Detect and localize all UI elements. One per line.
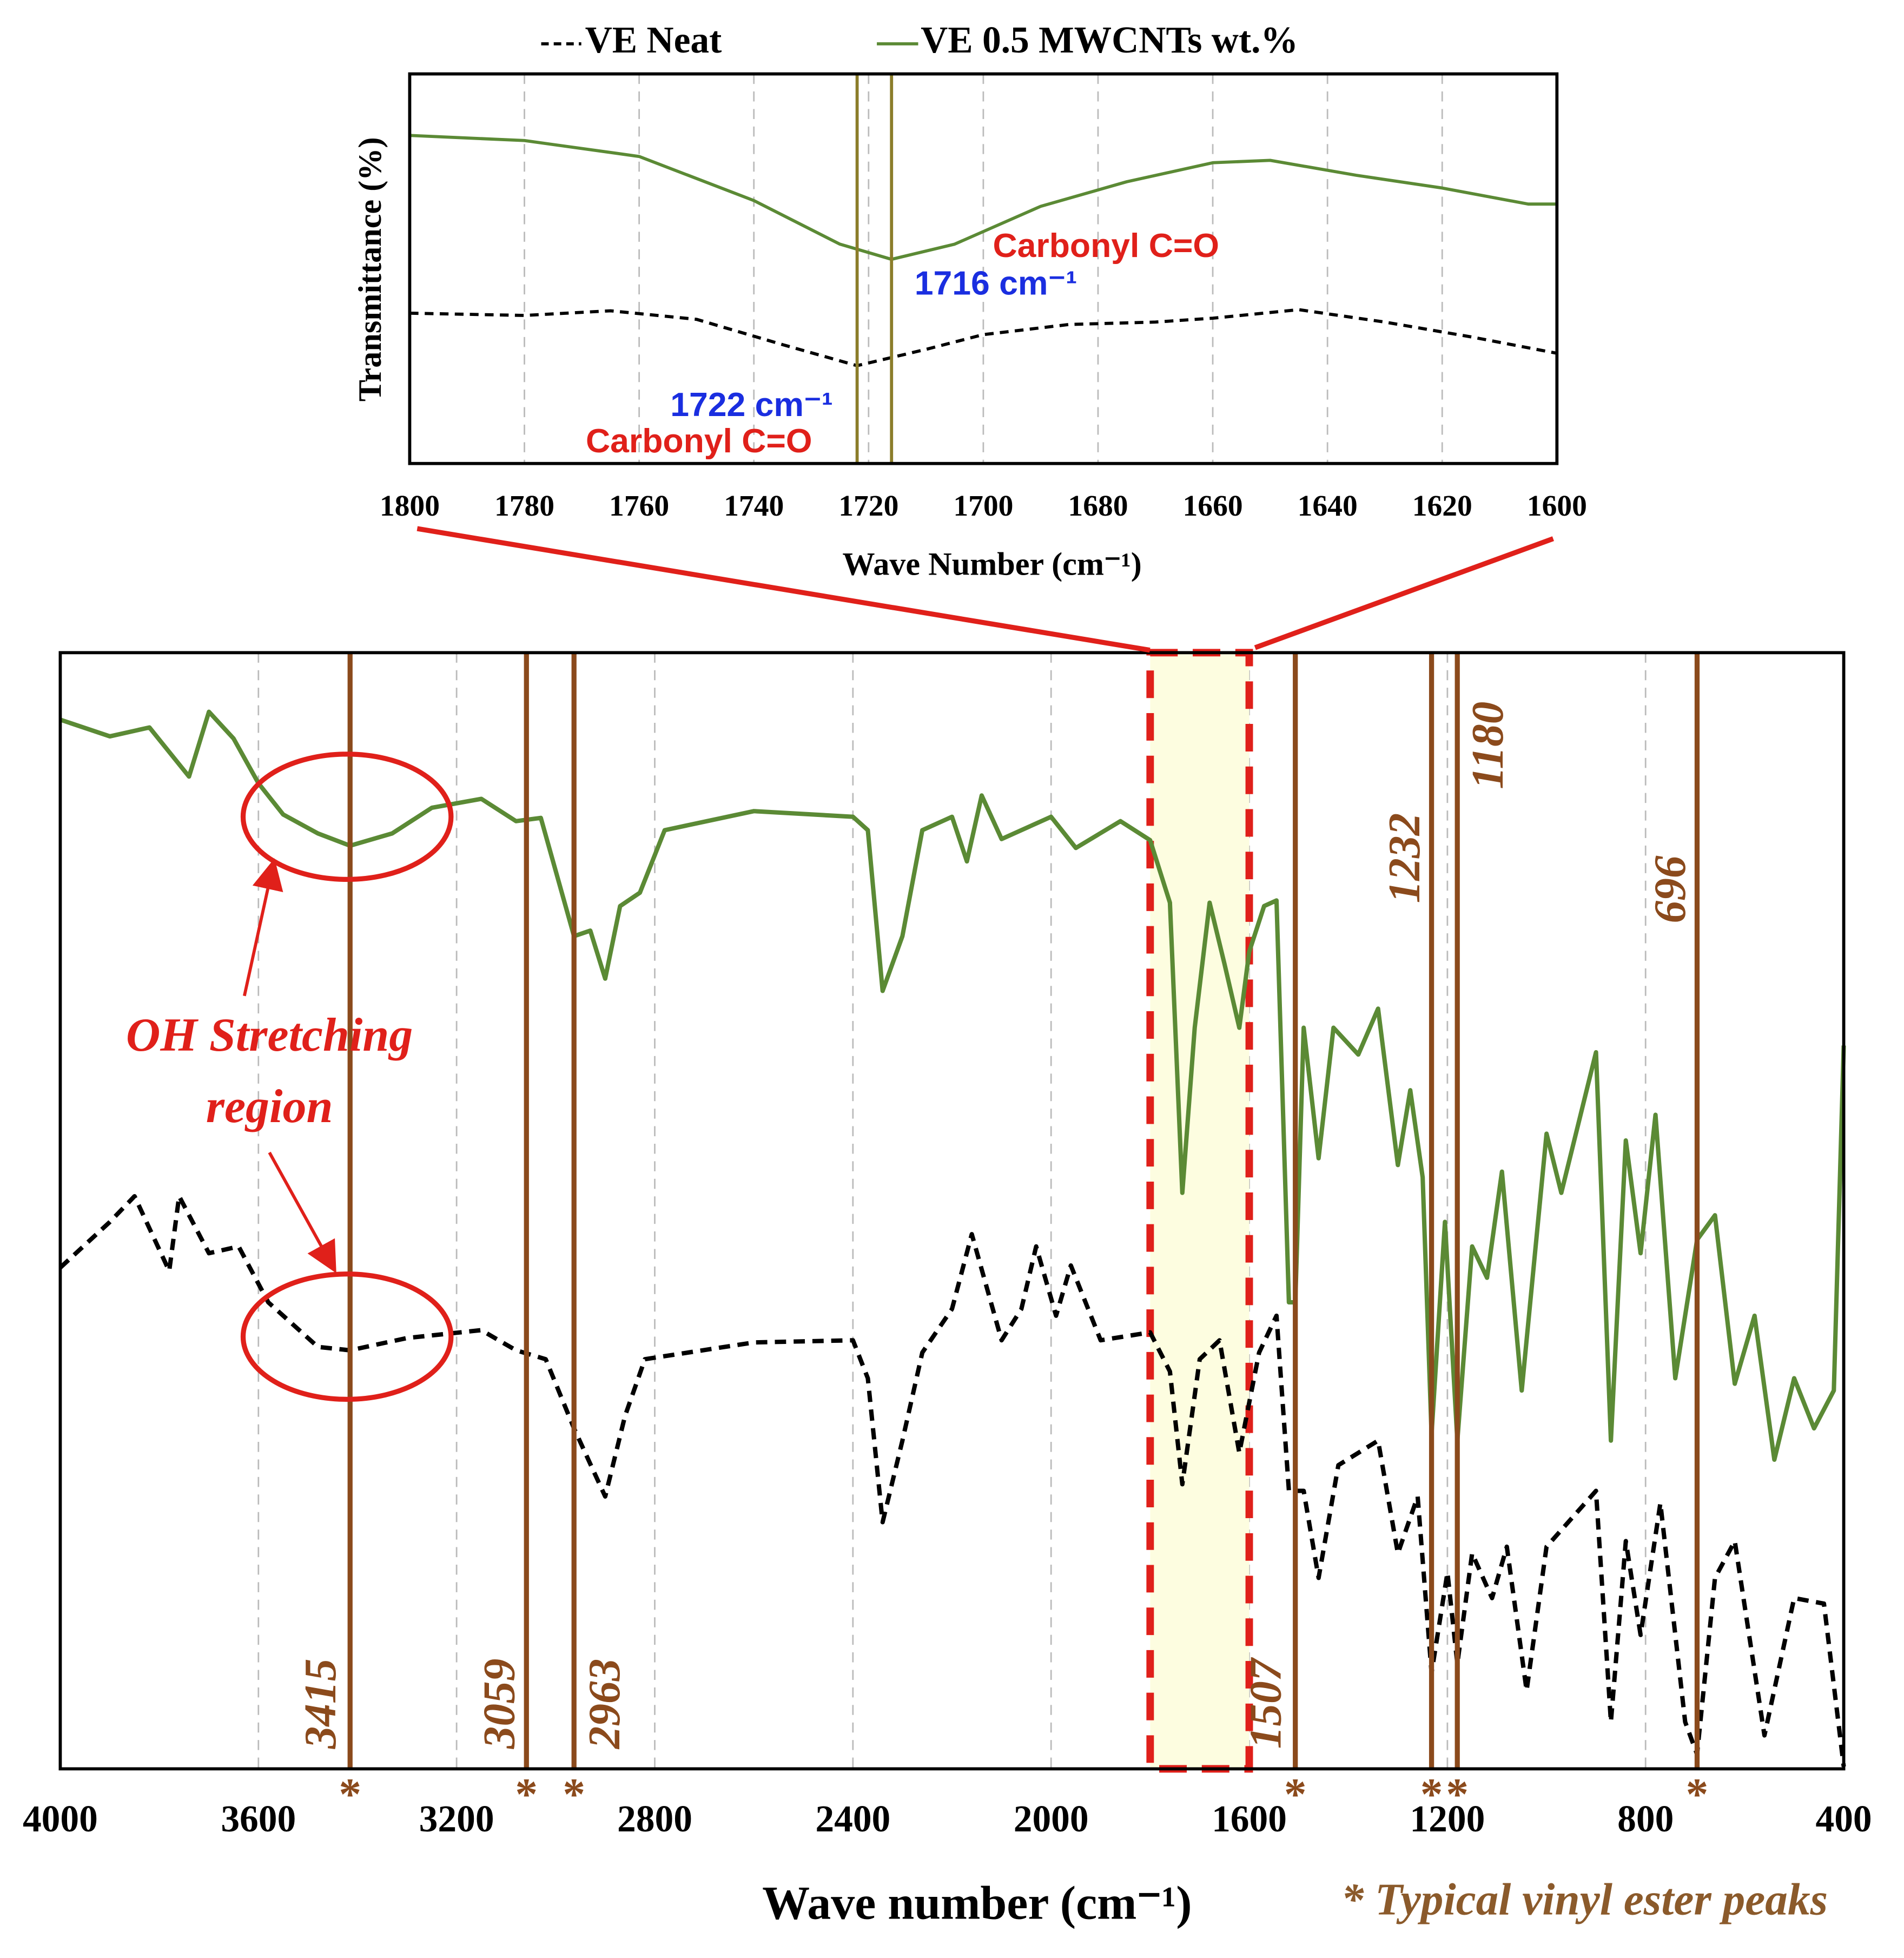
peak-label: 3059: [475, 1659, 525, 1750]
x-tick-label: 1620: [1412, 489, 1472, 523]
annotation: 1716 cm⁻¹: [915, 264, 1077, 302]
oh-ellipse: [240, 1271, 454, 1402]
arrow: [268, 1151, 336, 1274]
x-tick-label: 1800: [380, 489, 440, 523]
series-line: [60, 709, 1846, 1462]
oh-ellipse: [240, 751, 454, 882]
peak-label: 696: [1645, 855, 1695, 923]
x-tick-label: 2000: [1014, 1798, 1089, 1840]
peak-asterisk: *: [563, 1770, 585, 1819]
x-tick-label: 800: [1617, 1798, 1674, 1840]
x-tick-label: 2800: [617, 1798, 692, 1840]
x-tick-label: 1640: [1298, 489, 1358, 523]
series-line: [409, 308, 1557, 367]
legend-label: VE 0.5 MWCNTs wt.%: [921, 19, 1298, 61]
x-axis-label: Wave Number (cm⁻¹): [842, 546, 1142, 583]
peak-label: 2963: [580, 1659, 630, 1750]
x-tick-label: 1760: [609, 489, 669, 523]
legend-label: VE Neat: [585, 19, 722, 61]
annotation: region: [206, 1080, 333, 1133]
x-tick-label: 1700: [953, 489, 1013, 523]
annotation: 1722 cm⁻¹: [670, 386, 833, 424]
peak-label: 1180: [1463, 702, 1513, 789]
peak-asterisk: *: [1284, 1770, 1307, 1819]
series-line: [409, 134, 1557, 261]
plot-frame: [408, 72, 1559, 465]
x-tick-label: 3600: [221, 1798, 296, 1840]
peak-label: 1507: [1241, 1657, 1291, 1749]
x-tick-label: 1600: [1212, 1798, 1287, 1840]
zoom-line: [1254, 536, 1554, 650]
highlight-region: [1146, 649, 1253, 1773]
peak-asterisk: *: [1446, 1770, 1469, 1819]
plot-frame: [58, 651, 1846, 1771]
x-tick-label: 4000: [23, 1798, 98, 1840]
x-tick-label: 2400: [815, 1798, 890, 1840]
peak-asterisk: *: [1686, 1770, 1709, 1819]
peak-asterisk: *: [1420, 1770, 1443, 1819]
peak-asterisk: *: [339, 1770, 361, 1819]
annotation: OH Stretching: [126, 1009, 413, 1062]
x-tick-label: 1660: [1183, 489, 1243, 523]
footnote: * Typical vinyl ester peaks: [1341, 1875, 1828, 1925]
series-line: [58, 1194, 1846, 1767]
annotation: Carbonyl C=O: [586, 422, 812, 460]
peak-asterisk: *: [515, 1770, 538, 1819]
annotation: Carbonyl C=O: [993, 227, 1219, 265]
x-tick-label: 1780: [494, 489, 554, 523]
x-axis-label: Wave number (cm⁻¹): [762, 1877, 1192, 1930]
x-tick-label: 1720: [838, 489, 898, 523]
x-tick-label: 1740: [724, 489, 784, 523]
x-tick-label: 1600: [1527, 489, 1587, 523]
arrow: [242, 858, 283, 997]
peak-label: 3415: [296, 1659, 346, 1750]
zoom-line: [416, 526, 1151, 653]
x-tick-label: 400: [1815, 1798, 1872, 1840]
x-tick-label: 3200: [419, 1798, 494, 1840]
y-axis-label: Transmittance (%): [352, 137, 388, 401]
x-tick-label: 1680: [1068, 489, 1128, 523]
x-tick-label: 1200: [1410, 1798, 1485, 1840]
peak-label: 1232: [1380, 813, 1430, 904]
